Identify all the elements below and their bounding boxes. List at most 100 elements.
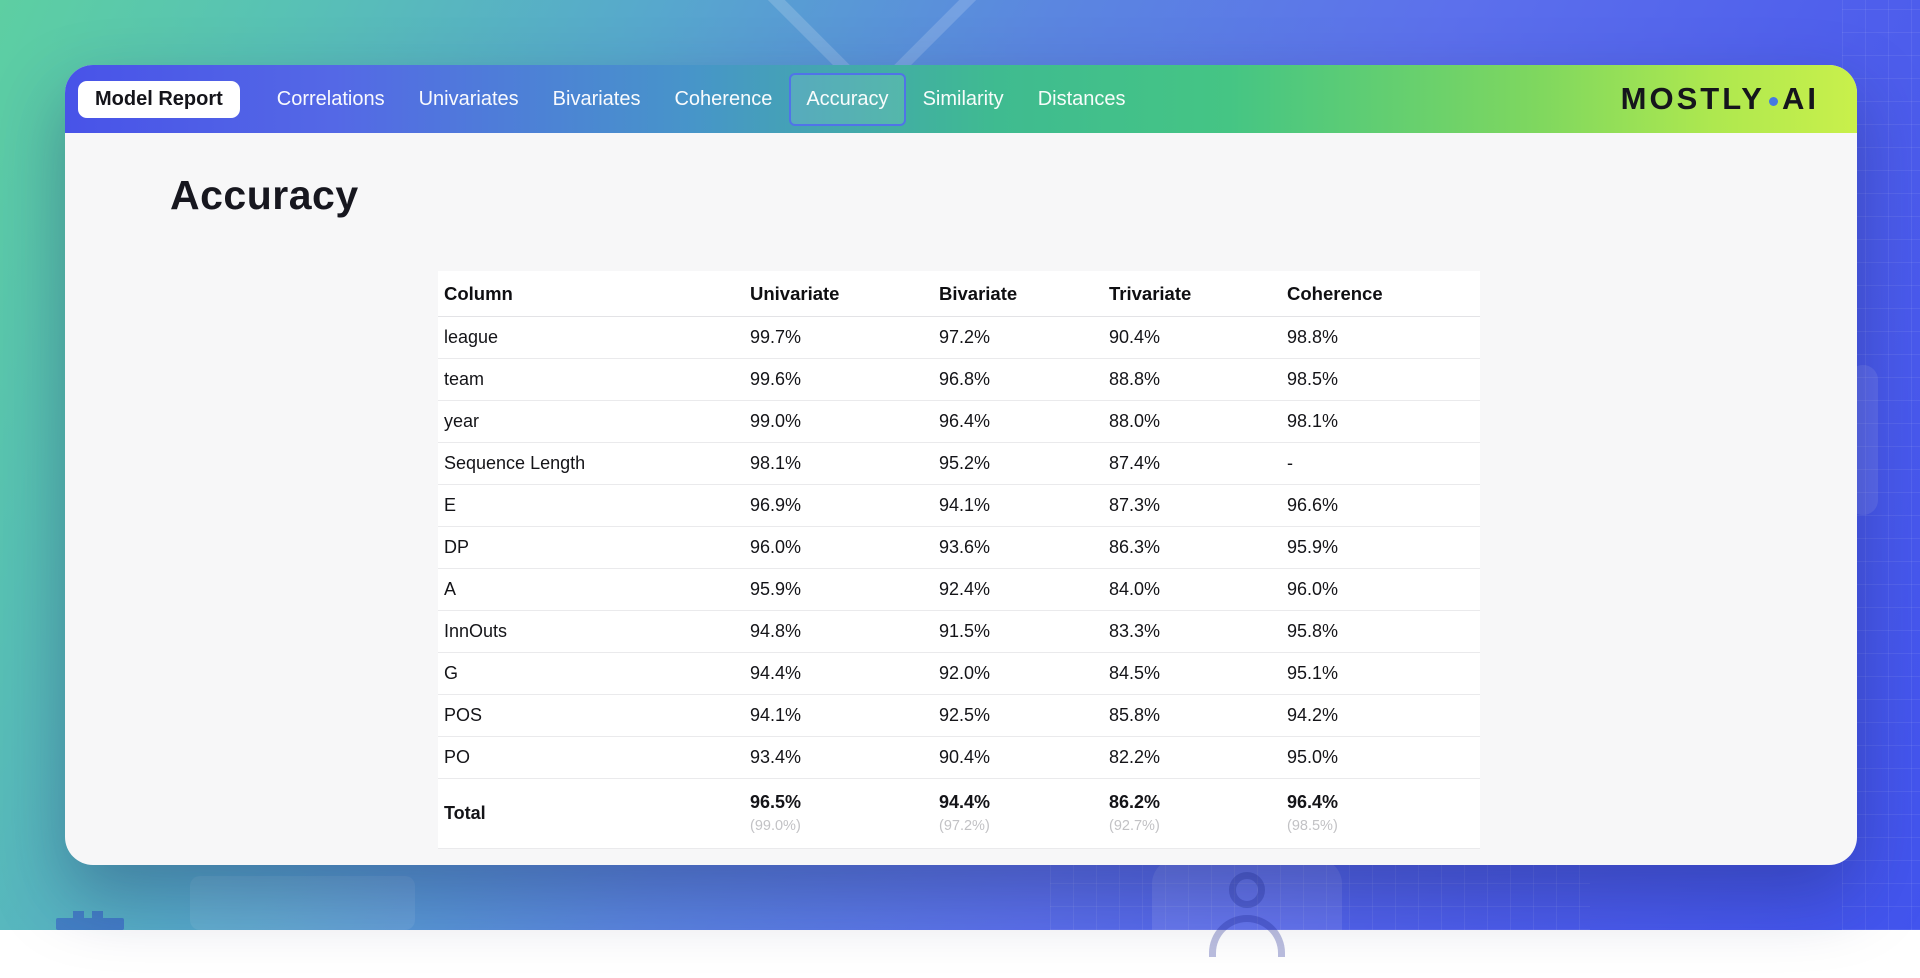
- row-value: 94.4%: [744, 653, 933, 695]
- tab-similarity[interactable]: Similarity: [906, 73, 1021, 126]
- row-value: 88.8%: [1103, 359, 1281, 401]
- row-value: 99.0%: [744, 401, 933, 443]
- column-header-bivariate: Bivariate: [933, 271, 1103, 317]
- tab-correlations[interactable]: Correlations: [260, 73, 402, 126]
- row-value: 86.3%: [1103, 527, 1281, 569]
- tab-univariates[interactable]: Univariates: [402, 73, 536, 126]
- row-value: 97.2%: [933, 317, 1103, 359]
- row-value: 87.3%: [1103, 485, 1281, 527]
- total-subvalue: (98.5%): [1287, 818, 1480, 834]
- row-value: 95.9%: [1281, 527, 1480, 569]
- row-value: 94.8%: [744, 611, 933, 653]
- total-subvalue: (99.0%): [750, 818, 933, 834]
- row-label: PO: [438, 737, 744, 779]
- row-label: A: [438, 569, 744, 611]
- row-value: 96.9%: [744, 485, 933, 527]
- row-value: 96.4%: [933, 401, 1103, 443]
- column-header-univariate: Univariate: [744, 271, 933, 317]
- total-label: Total: [438, 779, 744, 849]
- row-value: 92.5%: [933, 695, 1103, 737]
- tab-distances[interactable]: Distances: [1021, 73, 1143, 126]
- row-value: 94.1%: [933, 485, 1103, 527]
- row-value: 94.1%: [744, 695, 933, 737]
- row-value: 90.4%: [1103, 317, 1281, 359]
- total-value: 94.4%(97.2%): [933, 779, 1103, 849]
- row-label: G: [438, 653, 744, 695]
- row-value: 83.3%: [1103, 611, 1281, 653]
- row-value: 99.6%: [744, 359, 933, 401]
- row-value: 93.4%: [744, 737, 933, 779]
- row-value: 96.8%: [933, 359, 1103, 401]
- total-subvalue: (92.7%): [1109, 818, 1281, 834]
- row-value: 96.6%: [1281, 485, 1480, 527]
- row-value: 98.1%: [1281, 401, 1480, 443]
- tab-bivariates[interactable]: Bivariates: [536, 73, 658, 126]
- model-report-badge[interactable]: Model Report: [78, 81, 240, 118]
- row-value: 94.2%: [1281, 695, 1480, 737]
- row-label: year: [438, 401, 744, 443]
- row-value: 96.0%: [1281, 569, 1480, 611]
- row-label: E: [438, 485, 744, 527]
- row-value: 95.0%: [1281, 737, 1480, 779]
- column-header-column: Column: [438, 271, 744, 317]
- tab-accuracy[interactable]: Accuracy: [789, 73, 905, 126]
- row-value: 95.2%: [933, 443, 1103, 485]
- total-value: 96.5%(99.0%): [744, 779, 933, 849]
- row-label: Sequence Length: [438, 443, 744, 485]
- row-value: 85.8%: [1103, 695, 1281, 737]
- row-value: 99.7%: [744, 317, 933, 359]
- logo-text-right: AI: [1782, 81, 1819, 117]
- column-header-coherence: Coherence: [1281, 271, 1480, 317]
- total-subvalue: (97.2%): [939, 818, 1103, 834]
- row-value: 90.4%: [933, 737, 1103, 779]
- row-value: 98.8%: [1281, 317, 1480, 359]
- logo-text-left: MOSTLY: [1621, 81, 1765, 117]
- page-title: Accuracy: [170, 172, 1857, 219]
- person-body-icon: [1209, 915, 1285, 957]
- row-value: 88.0%: [1103, 401, 1281, 443]
- tab-coherence[interactable]: Coherence: [657, 73, 789, 126]
- row-value: 96.0%: [744, 527, 933, 569]
- person-tile: [1152, 858, 1342, 978]
- row-value: 92.0%: [933, 653, 1103, 695]
- row-label: POS: [438, 695, 744, 737]
- row-label: team: [438, 359, 744, 401]
- row-value: 95.1%: [1281, 653, 1480, 695]
- row-value: 91.5%: [933, 611, 1103, 653]
- row-value: 95.9%: [744, 569, 933, 611]
- row-value: 87.4%: [1103, 443, 1281, 485]
- row-value: 84.0%: [1103, 569, 1281, 611]
- lower-panel-decoration: [190, 876, 415, 930]
- row-value: 82.2%: [1103, 737, 1281, 779]
- logo-dot-icon: [1769, 97, 1778, 106]
- column-header-trivariate: Trivariate: [1103, 271, 1281, 317]
- total-value: 96.4%(98.5%): [1281, 779, 1480, 849]
- building-silhouette: [56, 918, 124, 930]
- row-label: InnOuts: [438, 611, 744, 653]
- row-value: 93.6%: [933, 527, 1103, 569]
- mostly-ai-logo: MOSTLY AI: [1621, 81, 1819, 117]
- row-value: 84.5%: [1103, 653, 1281, 695]
- row-value: 98.5%: [1281, 359, 1480, 401]
- person-icon: [1229, 872, 1265, 908]
- row-value: -: [1281, 443, 1480, 485]
- row-label: league: [438, 317, 744, 359]
